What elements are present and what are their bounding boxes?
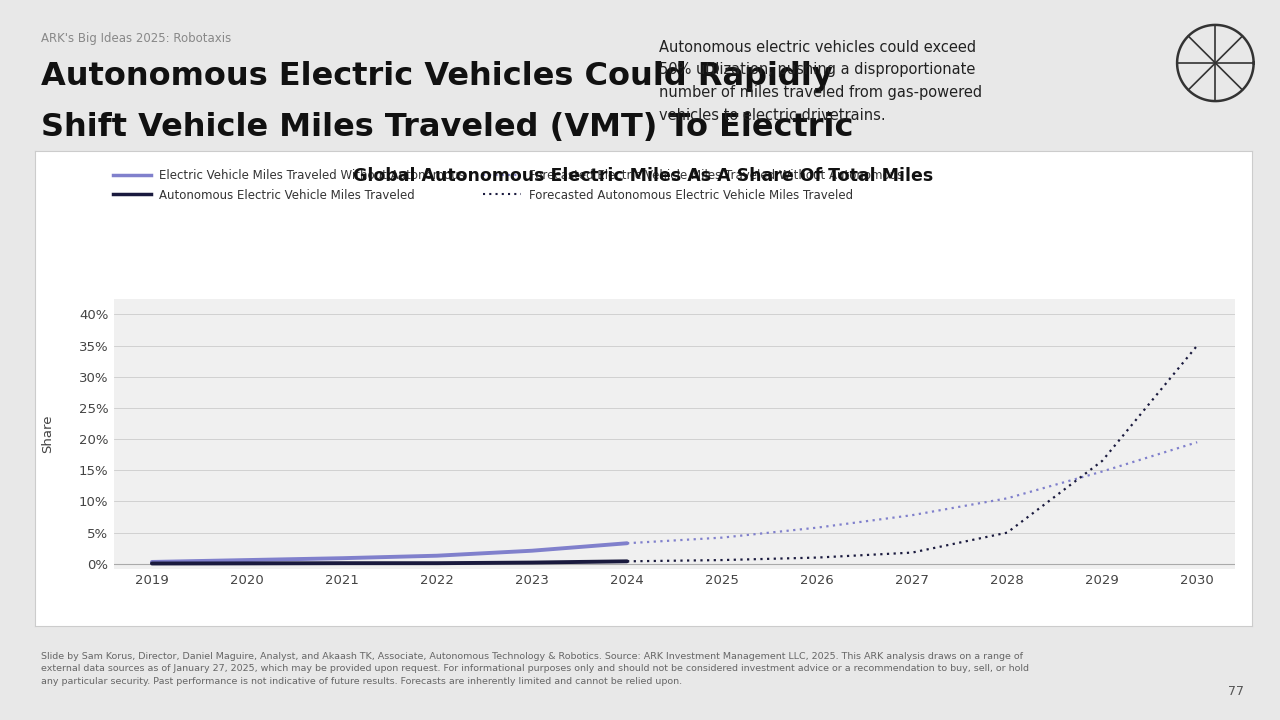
Text: 77: 77 [1228, 685, 1244, 698]
Text: Slide by Sam Korus, Director, Daniel Maguire, Analyst, and Akaash TK, Associate,: Slide by Sam Korus, Director, Daniel Mag… [41, 652, 1029, 686]
Text: Global Autonomous Electric Miles As A Share Of Total Miles: Global Autonomous Electric Miles As A Sh… [353, 167, 933, 185]
Text: ARK's Big Ideas 2025: Robotaxis: ARK's Big Ideas 2025: Robotaxis [41, 32, 232, 45]
Text: Share: Share [41, 415, 54, 453]
Legend: Electric Vehicle Miles Traveled Without Autonomous, Autonomous Electric Vehicle : Electric Vehicle Miles Traveled Without … [109, 164, 908, 206]
Text: Autonomous Electric Vehicles Could Rapidly: Autonomous Electric Vehicles Could Rapid… [41, 61, 833, 92]
Text: Shift Vehicle Miles Traveled (VMT) To Electric: Shift Vehicle Miles Traveled (VMT) To El… [41, 112, 854, 143]
Text: Autonomous electric vehicles could exceed
50% utilization, pushing a disproporti: Autonomous electric vehicles could excee… [659, 40, 982, 123]
